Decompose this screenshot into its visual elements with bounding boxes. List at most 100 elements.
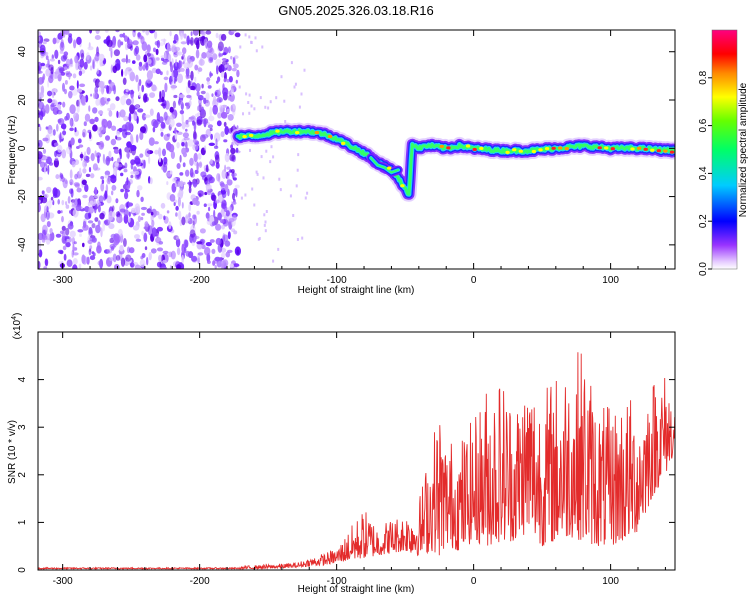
- noise-blob: [146, 77, 152, 84]
- noise-blob: [189, 229, 196, 238]
- noise-blob: [170, 64, 174, 73]
- noise-blob: [66, 58, 71, 67]
- noise-blob: [155, 68, 161, 75]
- noise-blob: [138, 92, 142, 98]
- snr-ytick-label: 3: [17, 424, 28, 430]
- noise-blob: [106, 195, 112, 204]
- noise-blob: [189, 85, 196, 91]
- noise-blob: [115, 255, 121, 261]
- noise-blob: [170, 250, 176, 260]
- noise-blob: [190, 70, 194, 81]
- noise-blob: [176, 163, 181, 169]
- noise-blob: [154, 149, 159, 155]
- noise-blob: [147, 225, 153, 236]
- noise-blob: [163, 111, 168, 121]
- noise-blob: [222, 234, 229, 242]
- noise-blob: [220, 183, 226, 191]
- noise-blob: [166, 141, 172, 151]
- noise-blob: [203, 203, 207, 207]
- noise-blob: [94, 186, 98, 196]
- noise-speckle: [254, 36, 257, 40]
- noise-blob: [234, 184, 240, 189]
- snr-frame: [37, 331, 676, 571]
- noise-blob: [108, 47, 113, 52]
- noise-blob: [187, 139, 194, 147]
- noise-blob: [153, 47, 156, 53]
- noise-blob: [57, 249, 64, 254]
- noise-blob: [131, 97, 135, 105]
- noise-blob: [75, 204, 82, 212]
- noise-speckle: [269, 160, 272, 164]
- noise-blob: [178, 98, 181, 106]
- noise-blob: [218, 52, 221, 58]
- noise-blob: [179, 154, 182, 163]
- noise-blob: [195, 49, 200, 59]
- noise-blob: [227, 46, 231, 54]
- noise-blob: [119, 33, 124, 38]
- noise-blob: [63, 51, 69, 56]
- noise-blob: [122, 128, 128, 139]
- noise-blob: [208, 206, 211, 212]
- noise-blob: [185, 169, 190, 177]
- noise-blob: [61, 149, 67, 159]
- noise-blob: [204, 246, 211, 256]
- noise-blob: [79, 167, 82, 175]
- noise-blob: [67, 196, 71, 204]
- noise-blob: [183, 137, 190, 141]
- noise-blob: [203, 119, 207, 128]
- noise-blob: [196, 161, 199, 172]
- noise-blob: [111, 190, 114, 196]
- signal-hotspot: [518, 149, 523, 153]
- noise-blob: [212, 260, 216, 266]
- noise-blob: [69, 85, 75, 91]
- spectrogram-ytick-label: -40: [17, 237, 28, 252]
- noise-blob: [231, 103, 236, 113]
- noise-blob: [235, 79, 238, 84]
- noise-blob: [99, 212, 105, 220]
- noise-blob: [88, 227, 93, 234]
- noise-blob: [52, 37, 57, 45]
- noise-blob: [38, 151, 43, 160]
- noise-blob: [204, 191, 208, 196]
- noise-blob: [112, 253, 117, 263]
- colorbar: 0.0 0.2 0.4 0.6 0.8 Normalized spectral ampl…: [698, 29, 749, 276]
- noise-blob: [164, 51, 167, 61]
- colorbar-tick-label: 0.8: [698, 70, 709, 84]
- noise-blob: [155, 57, 160, 61]
- noise-blob: [56, 110, 63, 115]
- noise-blob: [223, 121, 227, 127]
- noise-blob: [134, 170, 140, 175]
- signal-hotspot: [564, 147, 569, 151]
- noise-speckle: [296, 238, 299, 241]
- noise-blob: [69, 188, 74, 194]
- noise-blob: [226, 179, 233, 186]
- noise-blob: [192, 197, 198, 205]
- signal-hotspot: [538, 148, 543, 152]
- noise-blob: [229, 153, 236, 162]
- noise-blob: [172, 100, 176, 109]
- noise-blob: [104, 174, 109, 179]
- noise-speckle: [250, 104, 253, 108]
- noise-speckle: [272, 155, 275, 159]
- noise-blob: [235, 188, 238, 198]
- noise-blob: [82, 255, 88, 265]
- noise-blob: [94, 194, 101, 199]
- noise-blob: [132, 60, 136, 64]
- noise-blob: [127, 58, 131, 63]
- noise-blob: [177, 191, 183, 198]
- noise-blob: [92, 92, 98, 100]
- noise-blob: [106, 39, 113, 48]
- noise-blob: [177, 197, 181, 207]
- noise-blob: [170, 114, 175, 120]
- noise-blob: [169, 265, 172, 269]
- noise-blob: [115, 198, 119, 204]
- noise-speckle: [295, 184, 298, 188]
- noise-blob: [224, 126, 229, 135]
- noise-blob: [46, 159, 51, 165]
- noise-speckle: [263, 213, 266, 217]
- noise-blob: [193, 152, 198, 163]
- noise-blob: [220, 219, 225, 224]
- noise-blob: [207, 85, 212, 89]
- noise-blob: [38, 261, 41, 269]
